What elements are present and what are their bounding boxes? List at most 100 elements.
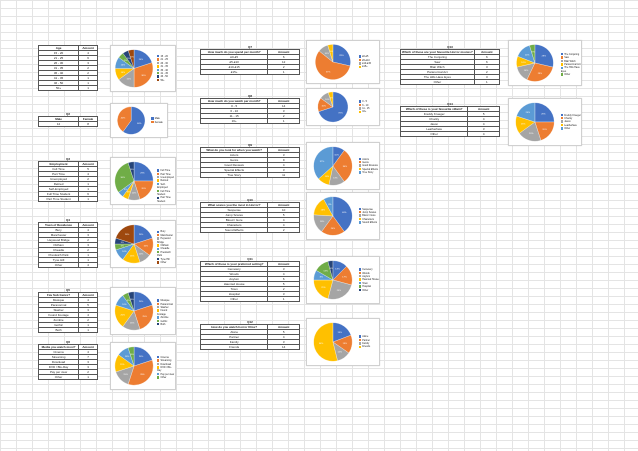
column-header[interactable]: Which of these is your preferred setting… bbox=[199, 261, 269, 267]
pie-slice-6[interactable] bbox=[114, 162, 135, 193]
pie-svg: 20% 15% 10% 15% 10% 5% 5% 20% bbox=[114, 224, 154, 264]
row-label-cell[interactable]: Friends bbox=[199, 344, 269, 350]
pie-chart-4[interactable]: 20% 15% 10% 15% 10% 5% 5% 20% Bury Manchester Heyw… bbox=[110, 220, 176, 268]
pie-slice-5[interactable] bbox=[313, 146, 334, 180]
pie-slice-1[interactable] bbox=[122, 106, 146, 135]
row-label-cell[interactable]: Both bbox=[37, 327, 80, 333]
table-age[interactable]: Age Amount 15 - 20 4 21 - 25 6 26 - 30 3 31 - 35… bbox=[37, 45, 98, 91]
table-perweek[interactable]: Q7 How much do you spend per month? Amount… bbox=[199, 45, 300, 75]
row-label-cell[interactable]: Other bbox=[399, 131, 469, 137]
amount-cell[interactable]: 1 bbox=[473, 79, 501, 85]
pie-slice-5[interactable] bbox=[516, 102, 536, 123]
pie-slice-8[interactable] bbox=[115, 224, 135, 245]
pie-slice-2[interactable] bbox=[133, 62, 154, 88]
pie-slice-1[interactable] bbox=[332, 196, 353, 232]
table-platform[interactable]: Q11 Which of these is your preferred sett… bbox=[199, 257, 300, 302]
amount-cell[interactable]: 4 bbox=[78, 262, 98, 268]
row-label-cell[interactable]: Sound Effects bbox=[199, 227, 269, 233]
amount-cell[interactable]: 1 bbox=[78, 196, 98, 202]
row-label-cell[interactable]: True Story bbox=[199, 172, 269, 178]
pie-chart-14[interactable]: 25% 20% 20% 15% 20% Freddy Krueger Chucky Jason… bbox=[508, 98, 582, 146]
row-label-cell[interactable]: Other bbox=[199, 296, 269, 302]
pie-slice-2[interactable] bbox=[127, 359, 154, 386]
pie-slice-4[interactable] bbox=[327, 44, 334, 63]
legend-item: 41 - 45 bbox=[157, 72, 168, 75]
pie-slice-6[interactable] bbox=[529, 44, 536, 64]
amount-cell[interactable]: 1 bbox=[78, 85, 98, 91]
table-wherefind[interactable]: Q9 What do you look for when you watch? Am… bbox=[199, 143, 300, 178]
pie-slice-5[interactable] bbox=[323, 196, 334, 217]
column-header[interactable]: How much do you watch per month? bbox=[199, 98, 269, 104]
table-influence[interactable]: Q10 What scares you the most in Horror? Am… bbox=[199, 198, 300, 233]
pie-slice-7[interactable] bbox=[127, 291, 135, 312]
amount-cell[interactable]: 14 bbox=[267, 344, 300, 350]
pie-slice-2[interactable] bbox=[526, 62, 554, 82]
pie-chart-2[interactable]: 60% 40% Male Female bbox=[110, 103, 168, 138]
pie-slice-1[interactable] bbox=[534, 44, 554, 68]
amount-cell[interactable]: 1 bbox=[78, 327, 98, 333]
amount-cell[interactable]: 8 bbox=[78, 121, 98, 127]
pie-slice-3[interactable] bbox=[327, 279, 352, 300]
row-label-cell[interactable]: £15+ bbox=[199, 69, 269, 75]
pie-slice-4[interactable] bbox=[313, 322, 338, 362]
pie-chart-1[interactable]: 20% 30% 15% 10% 10% 5% 5% 5% 15 - 20 21 - 25 26 - … bbox=[110, 45, 176, 92]
amount-cell[interactable]: 1 bbox=[78, 374, 98, 380]
pie-slice-8[interactable] bbox=[128, 49, 135, 69]
table-gender[interactable]: Q2 Male Female 12 8 bbox=[37, 112, 98, 127]
row-label-cell[interactable]: 12 bbox=[37, 121, 80, 127]
pie-chart-13[interactable]: 29% 29% 14% 10% 14% 5% The Conjuring Saw Blair W… bbox=[508, 40, 582, 86]
pie-chart-11[interactable]: 13% 17% 25% 21% 8% 13% 4% Cemetery Woods Asylum Ha… bbox=[306, 256, 380, 304]
pie-slice-1[interactable] bbox=[534, 102, 555, 123]
amount-cell[interactable]: 4 bbox=[467, 131, 500, 137]
pie-chart-5[interactable]: 20% 25% 15% 20% 10% 5% 5% Musique Paranormal Slas… bbox=[110, 287, 176, 335]
pie-chart-3[interactable]: 25% 20% 10% 5% 5% 30% 5% Full Time Part Time Unem… bbox=[110, 157, 176, 205]
pie-slice-1[interactable] bbox=[332, 44, 351, 67]
row-label-cell[interactable]: Other bbox=[37, 374, 80, 380]
table-medium[interactable]: Q12 How do you watch horror films? Amount A… bbox=[199, 320, 300, 350]
table-permonth[interactable]: Q8 How much do you watch per month? Amount… bbox=[199, 94, 300, 124]
pie-chart-7[interactable]: 29% 57% 10% 5% £0-£5 £5-£10 £10-£15 £15+ bbox=[306, 40, 380, 84]
amount-cell[interactable]: 1 bbox=[267, 69, 300, 75]
table-favhorror[interactable]: Q13 Which of these are your favourite Hor… bbox=[400, 45, 501, 85]
legend-swatch bbox=[157, 316, 160, 319]
table-employment[interactable]: Q3 Employment Amount Full Time 5 Part Time 4 Un… bbox=[37, 157, 98, 202]
row-label-cell[interactable]: Other bbox=[400, 79, 475, 85]
row-label-cell[interactable]: Other bbox=[37, 262, 80, 268]
pie-slice-7[interactable] bbox=[127, 161, 135, 182]
table-villain[interactable]: Q14 Which of these is your favourite vill… bbox=[399, 102, 500, 137]
amount-cell[interactable]: 2 bbox=[267, 227, 300, 233]
pie-slice-4[interactable] bbox=[328, 91, 334, 108]
pie-slice-1[interactable] bbox=[318, 91, 349, 123]
pie-slice-7[interactable] bbox=[327, 260, 334, 281]
column-header[interactable]: What scares you the most in Horror? bbox=[199, 202, 269, 208]
table-genre[interactable]: Q5 Fav Sub Genre? Amount Musique 4 Paranormal… bbox=[37, 288, 98, 333]
pie-chart-9[interactable]: 10% 30% 13% 10% 37% Actors Genre Good Reviews Sp… bbox=[306, 142, 380, 190]
column-header[interactable]: Which of these is your favourite villain… bbox=[399, 106, 469, 112]
column-header[interactable]: How much do you spend per month? bbox=[199, 49, 269, 55]
pie-slice-6[interactable] bbox=[127, 346, 135, 367]
pie-slice-2[interactable] bbox=[133, 304, 154, 330]
table-attendance[interactable]: Q4 Town of Residence Amount Bury 4 Manchester… bbox=[37, 218, 98, 268]
pie-chart-6[interactable]: 20% 35% 15% 15% 10% 5% Cinema Streaming Download… bbox=[110, 342, 176, 390]
amount-cell[interactable]: 1 bbox=[267, 296, 300, 302]
legend-item: £5-£10 bbox=[358, 59, 371, 62]
pie-chart-12[interactable]: 19% 15% 12% 54% Alone Partner Family Friends bbox=[306, 318, 380, 366]
column-header[interactable]: Media you watch most? bbox=[37, 344, 80, 350]
amount-cell[interactable]: 11 bbox=[267, 172, 300, 178]
pie-slice-2[interactable] bbox=[332, 150, 353, 182]
legend-item: Blood / Gore bbox=[358, 214, 377, 217]
column-header[interactable]: What do you look for when you watch? bbox=[199, 147, 269, 153]
pie-chart-10[interactable]: 40% 20% 16% 16% 8% Suspense Jump Scares Blood /… bbox=[306, 192, 380, 240]
legend-item: 46 - 50 bbox=[157, 75, 168, 78]
pie-slice-1[interactable] bbox=[133, 161, 154, 182]
table-media[interactable]: Q6 Media you watch most? Amount Cinema 4 Stre… bbox=[37, 340, 98, 380]
pie-slice-2[interactable] bbox=[117, 106, 132, 132]
row-label-cell[interactable]: Part Time Student bbox=[37, 196, 80, 202]
chart-legend: The Conjuring Saw Blair Witch Paranormal Ac… bbox=[560, 53, 581, 77]
amount-cell[interactable]: 1 bbox=[267, 118, 300, 124]
column-header[interactable]: Which of these are your favourite Horror… bbox=[400, 49, 475, 55]
pie-slice-2[interactable] bbox=[315, 50, 351, 80]
row-label-cell[interactable]: 16+ bbox=[199, 118, 269, 124]
row-label-cell[interactable]: 50+ bbox=[37, 85, 80, 91]
